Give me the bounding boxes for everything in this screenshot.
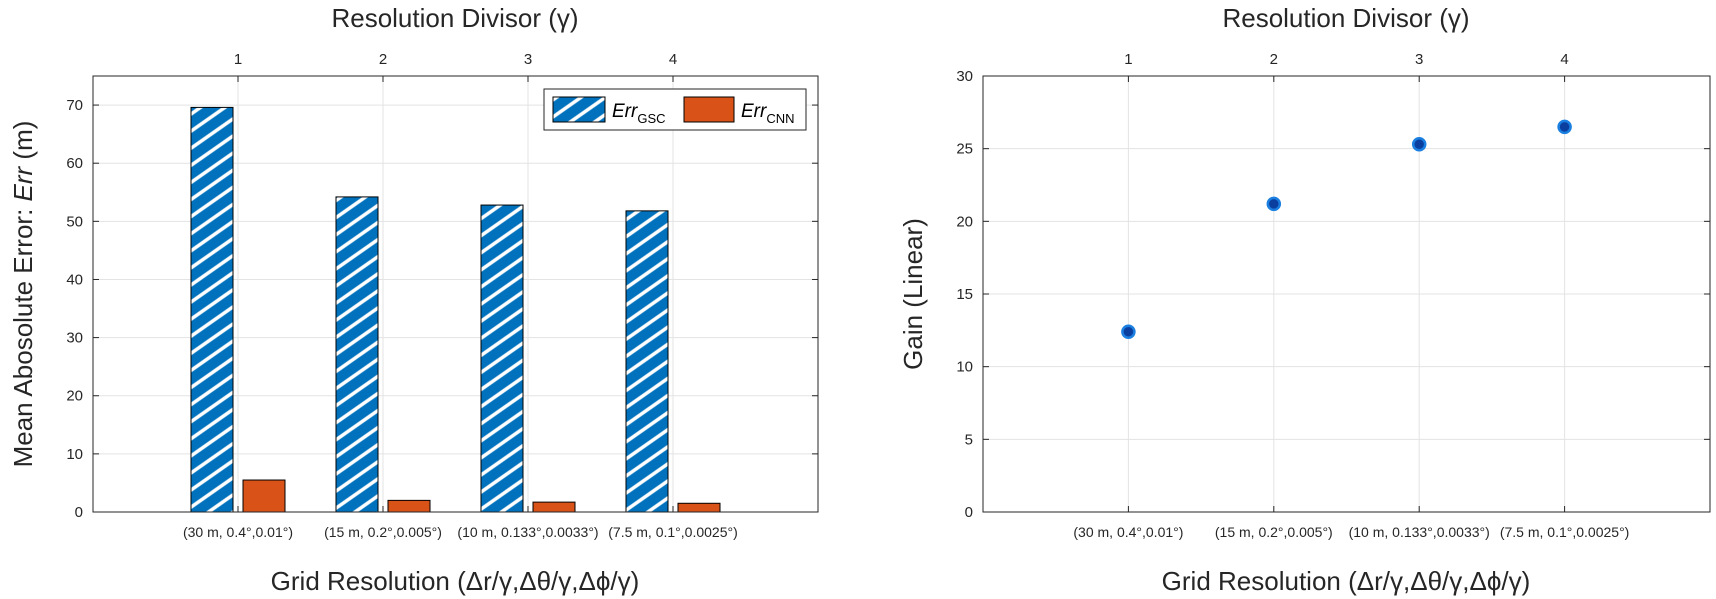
bar-chart-plot-frame — [92, 75, 819, 513]
legend-swatch-cnn — [683, 96, 735, 123]
gain-chart-top-ticks: 1 2 3 4 — [1124, 51, 1569, 82]
y-tick-label: 5 — [965, 431, 973, 448]
y-tick-label: 30 — [956, 68, 973, 85]
x-category-label: (15 m, 0.2°,0.005°) — [1215, 524, 1333, 540]
bar-chart-legend: ErrGSC ErrCNN — [543, 88, 807, 131]
bar-cnn-2 — [387, 499, 431, 513]
gain-chart-y-ticks: 0 5 10 15 20 25 30 — [956, 68, 1710, 521]
top-tick-label: 1 — [234, 51, 242, 68]
x-category-label: (7.5 m, 0.1°,0.0025°) — [1500, 524, 1630, 540]
y-label-var: Err — [8, 165, 38, 201]
legend-label-cnn: ErrCNN — [741, 101, 795, 126]
x-category-label: (10 m, 0.133°,0.0033°) — [457, 524, 598, 540]
gain-chart-x-ticks: (30 m, 0.4°,0.01°) (15 m, 0.2°,0.005°) (10… — [1073, 506, 1629, 540]
gain-point-1 — [1121, 324, 1136, 340]
y-tick-label: 60 — [66, 155, 83, 172]
gain-chart-panel: 0 5 10 15 20 25 30 (30 m, 0.4°,0.01°) (15 m, 0.… — [898, 3, 1711, 596]
bar-chart-x-axis-label: Grid Resolution (Δr/γ,Δθ/γ,Δϕ/γ) — [271, 566, 640, 596]
y-tick-label: 15 — [956, 286, 973, 303]
y-tick-label: 20 — [956, 213, 973, 230]
y-tick-label: 10 — [66, 446, 83, 463]
bar-gsc-1 — [190, 106, 234, 513]
x-category-label: (15 m, 0.2°,0.005°) — [324, 524, 442, 540]
y-tick-label: 70 — [66, 97, 83, 114]
legend-swatch-gsc — [552, 96, 606, 123]
gain-chart-points — [1121, 119, 1572, 340]
y-tick-label: 0 — [965, 504, 973, 521]
y-tick-label: 30 — [66, 330, 83, 347]
bar-gsc-4 — [625, 210, 669, 513]
gain-point-3 — [1411, 137, 1427, 152]
top-tick-label: 2 — [379, 51, 387, 68]
gain-chart-y-axis-label: Gain (Linear) — [898, 218, 928, 370]
gain-chart-top-axis-title: Resolution Divisor (γ) — [1222, 3, 1469, 33]
bar-chart-top-ticks: 1 2 3 4 — [234, 51, 677, 82]
x-category-label: (30 m, 0.4°,0.01°) — [1073, 524, 1183, 540]
gain-point-4 — [1557, 119, 1572, 135]
gain-point-2 — [1266, 196, 1282, 212]
y-label-suffix: (m) — [8, 121, 38, 167]
bar-chart-y-ticks: 0 10 20 30 40 50 60 70 — [66, 97, 818, 521]
x-category-label: (7.5 m, 0.1°,0.0025°) — [608, 524, 738, 540]
bar-gsc-2 — [335, 196, 379, 513]
top-tick-label: 1 — [1124, 51, 1132, 68]
bar-chart-top-axis-title: Resolution Divisor (γ) — [331, 3, 578, 33]
y-tick-label: 25 — [956, 141, 973, 158]
legend-label-gsc: ErrGSC — [612, 101, 666, 126]
bar-chart-x-ticks: (30 m, 0.4°,0.01°) (15 m, 0.2°,0.005°) (10… — [183, 506, 738, 540]
y-tick-label: 40 — [66, 271, 83, 288]
top-tick-label: 3 — [1415, 51, 1423, 68]
bar-gsc-3 — [480, 204, 524, 513]
y-tick-label: 20 — [66, 388, 83, 405]
bar-cnn-1 — [242, 479, 286, 513]
bar-chart-bars — [190, 106, 721, 513]
bar-chart-panel: 0 10 20 30 40 50 60 70 (30 m, 0.4°,0.01°) (15 m,… — [8, 3, 819, 596]
bar-chart-y-axis-label: Mean Abosolute Error: Err (m) — [8, 121, 38, 468]
bar-cnn-3 — [532, 501, 576, 513]
y-tick-label: 50 — [66, 213, 83, 230]
x-category-label: (30 m, 0.4°,0.01°) — [183, 524, 293, 540]
top-tick-label: 4 — [1560, 51, 1568, 68]
top-tick-label: 3 — [524, 51, 532, 68]
y-label-prefix: Mean Abosolute Error: — [8, 201, 38, 467]
x-category-label: (10 m, 0.133°,0.0033°) — [1349, 524, 1490, 540]
gain-chart-x-axis-label: Grid Resolution (Δr/γ,Δθ/γ,Δϕ/γ) — [1162, 566, 1531, 596]
bar-cnn-4 — [677, 502, 721, 513]
top-tick-label: 4 — [669, 51, 677, 68]
top-tick-label: 2 — [1270, 51, 1278, 68]
y-tick-label: 10 — [956, 359, 973, 376]
gain-chart-grid — [983, 75, 1710, 513]
y-tick-label: 0 — [75, 504, 83, 521]
